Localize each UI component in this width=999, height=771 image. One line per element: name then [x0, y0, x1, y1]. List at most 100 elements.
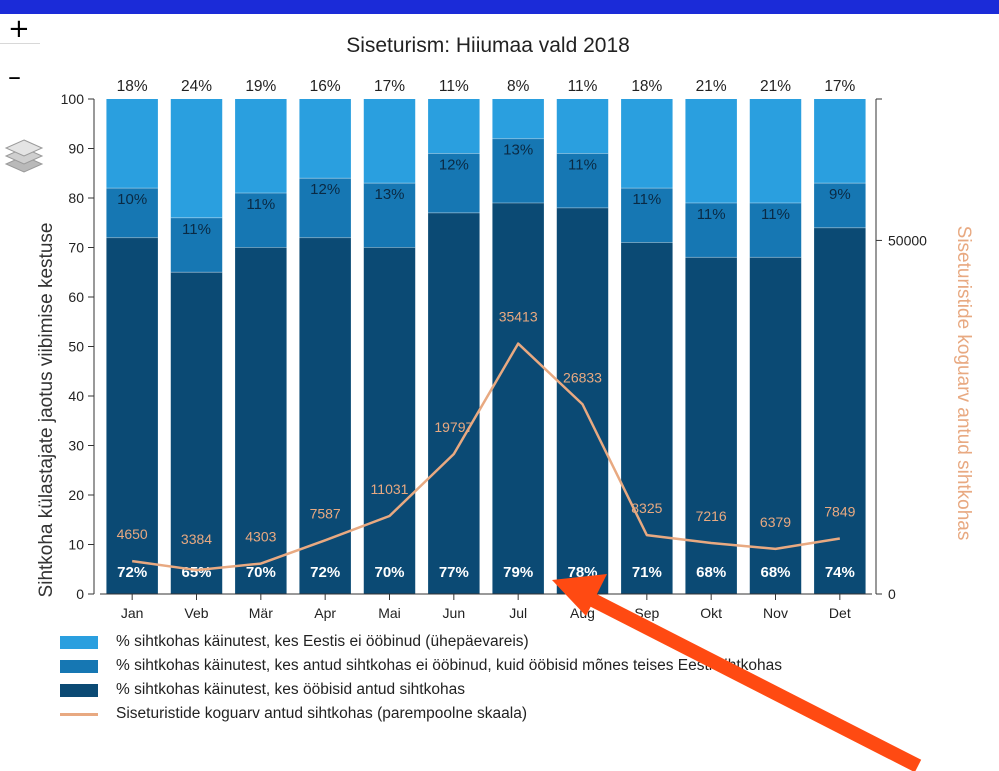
x-tick-label: Jul — [509, 605, 527, 621]
bar-segment — [235, 193, 287, 248]
y-tick-label: 70 — [68, 240, 84, 256]
bar-segment — [749, 99, 802, 203]
bar-segment — [235, 99, 287, 194]
data-label: 11% — [182, 221, 211, 238]
right-y-axis: 0 50000 — [875, 98, 927, 602]
bar-segment — [235, 247, 287, 594]
y-tick-label: 100 — [61, 91, 85, 107]
y-tick-label: 10 — [68, 537, 84, 553]
x-tick-label: Nov — [763, 605, 788, 621]
bar-segment — [428, 212, 480, 594]
y-tick-label: 50 — [68, 339, 84, 355]
legend-line-swatch — [60, 713, 98, 716]
bar-segment — [363, 183, 416, 248]
y-tick-label: 0 — [76, 586, 84, 602]
data-label: 79% — [503, 564, 533, 581]
bar-segment — [814, 227, 866, 594]
bar-segment — [106, 188, 158, 238]
bar-segment — [299, 99, 351, 179]
legend-item: % sihtkohas käinutest, kes ööbisid antud… — [60, 678, 990, 702]
bar-segment — [170, 99, 223, 218]
line-data-label: 7587 — [310, 505, 341, 521]
layers-icon[interactable] — [4, 134, 44, 178]
data-label: 72% — [310, 564, 340, 581]
data-label: 65% — [181, 564, 211, 581]
x-tick-label: Jan — [121, 605, 144, 621]
data-label: 11% — [246, 196, 275, 213]
line-path — [131, 342, 841, 572]
data-label: 77% — [439, 564, 469, 581]
zoom-out-button[interactable]: – — [0, 62, 40, 92]
y-axis-label-left: Sihtkoha külastajate jaotus viibimise ke… — [36, 223, 57, 598]
bar-segment — [299, 178, 351, 238]
legend-label: Siseturistide koguarv antud sihtkohas (p… — [116, 705, 527, 722]
x-axis: Jan Veb Mär Apr Mai Jun Jul Aug Sep Okt Nov Det — [100, 593, 872, 621]
zoom-in-button[interactable]: + — [0, 14, 40, 44]
x-tick-label: Mai — [378, 605, 401, 621]
bar-segment — [492, 138, 544, 203]
x-tick-label: Det — [829, 605, 851, 621]
bar-segment — [621, 188, 673, 243]
line-data-label: 26833 — [563, 369, 602, 385]
data-label: 10% — [117, 191, 147, 208]
y-tick-label: 90 — [68, 141, 84, 157]
data-label: 70% — [374, 564, 404, 581]
x-tick-label: Aug — [570, 605, 595, 621]
data-label: 11% — [439, 78, 469, 95]
data-label: 21% — [760, 78, 791, 95]
x-tick-label: Jun — [443, 605, 466, 621]
data-label: 18% — [631, 78, 662, 95]
legend-swatch — [60, 636, 98, 649]
legend-label: % sihtkohas käinutest, kes ööbisid antud… — [116, 681, 465, 698]
line-data-label: 4650 — [117, 526, 148, 542]
x-tick-label: Okt — [700, 605, 722, 621]
data-label: 24% — [181, 78, 212, 95]
bar-segment — [363, 247, 416, 594]
chart-area: Siseturism: Hiiumaa vald 2018 0 10 20 30 40 5… — [36, 34, 974, 621]
bar-segment — [621, 242, 673, 595]
y-tick-label: 80 — [68, 190, 84, 206]
bar-segment — [814, 183, 866, 228]
left-y-axis: 0 10 20 30 40 50 60 70 80 90 100 — [61, 91, 95, 602]
bar-segment — [685, 202, 737, 258]
data-label: 74% — [825, 564, 855, 581]
line-data-label: 19797 — [434, 419, 473, 435]
line-data-label: 11031 — [371, 481, 409, 497]
y-tick-label: 60 — [68, 289, 84, 305]
bar-segment — [106, 237, 158, 594]
line-data-label: 7216 — [696, 508, 727, 524]
data-label: 78% — [567, 564, 597, 581]
legend-label: % sihtkohas käinutest, kes Eestis ei ööb… — [116, 633, 529, 650]
legend-label: % sihtkohas käinutest, kes antud sihtkoh… — [116, 657, 783, 674]
data-label: 8% — [507, 78, 530, 95]
data-label: 9% — [829, 186, 851, 203]
data-label: 21% — [696, 78, 727, 95]
top-blue-bar — [0, 0, 999, 14]
data-label: 13% — [503, 142, 533, 159]
y2-tick-label: 50000 — [888, 232, 927, 248]
data-label: 17% — [824, 78, 855, 95]
bar-segment — [170, 217, 223, 273]
y2-tick-label: 0 — [888, 586, 896, 602]
bar-segment — [685, 99, 737, 203]
data-label: 19% — [245, 78, 276, 95]
legend-item: % sihtkohas käinutest, kes Eestis ei ööb… — [60, 630, 990, 654]
x-tick-label: Sep — [634, 605, 659, 621]
bar-segment — [492, 99, 544, 139]
data-label: 12% — [439, 156, 469, 173]
bar-segment — [749, 257, 802, 594]
bar-segment — [428, 153, 480, 213]
legend: % sihtkohas käinutest, kes Eestis ei ööb… — [60, 630, 990, 726]
line-data-label: 6379 — [760, 514, 791, 530]
y-axis-label-right: Siseturistide koguarv antud sihtkohas — [953, 226, 974, 541]
y-tick-label: 40 — [68, 388, 84, 404]
bar-segment — [428, 99, 480, 154]
data-label: 68% — [760, 564, 790, 581]
data-label: 71% — [632, 564, 662, 581]
x-tick-label: Mär — [249, 605, 273, 621]
legend-item: % sihtkohas käinutest, kes antud sihtkoh… — [60, 654, 990, 678]
data-label: 13% — [374, 186, 404, 203]
data-label: 12% — [310, 181, 340, 198]
line-data-label: 35413 — [499, 309, 538, 325]
bar-segment — [363, 99, 416, 184]
